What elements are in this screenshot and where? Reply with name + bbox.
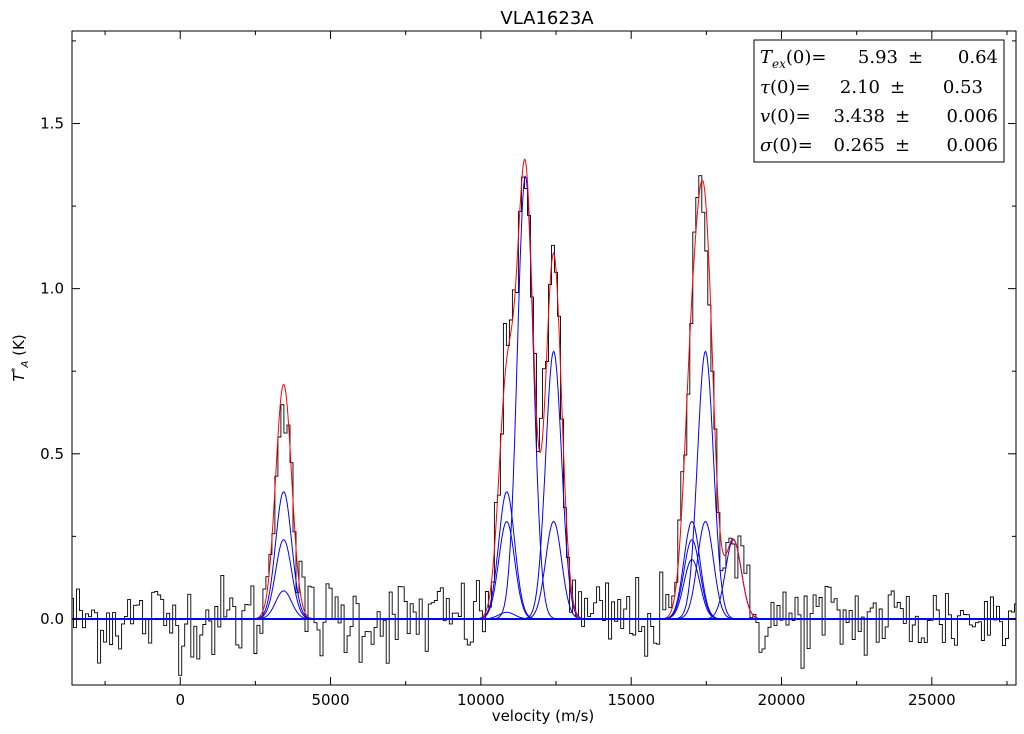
plot-frame: [71, 30, 1017, 686]
svg-text:±: ±: [895, 106, 910, 127]
fit-parameters-legend: Tex(0)= 5.93 ± 0.64 τ(0)= 2.10 ± 0.53 v(…: [753, 39, 1005, 163]
svg-text:±: ±: [895, 135, 910, 156]
x-tick-label: 25000: [908, 691, 956, 709]
legend-error: 0.53: [943, 77, 983, 98]
x-tick-label: 15000: [607, 691, 655, 709]
axis-ticks: 0 5000 10000 15000 20000 25000 0.0 0.5 1.0 1.5: [40, 31, 1016, 709]
y-tick-label: 0.5: [40, 445, 64, 463]
legend-row-sigma: σ(0)= 0.265 ± 0.006: [760, 135, 998, 156]
legend-error: 0.64: [958, 47, 998, 68]
svg-text:±: ±: [908, 47, 923, 68]
svg-text:Tex(0)=: Tex(0)=: [760, 47, 826, 71]
legend-row-tau: τ(0)= 2.10 ± 0.53: [760, 77, 983, 98]
y-tick-label: 1.0: [40, 280, 64, 298]
legend-value: 0.265: [833, 135, 885, 156]
svg-text:τ(0)=: τ(0)=: [760, 77, 811, 98]
x-tick-label: 20000: [758, 691, 806, 709]
x-tick-label: 10000: [457, 691, 505, 709]
plot-area: [72, 158, 1016, 676]
legend-error: 0.006: [946, 106, 998, 127]
chart-title: VLA1623A: [500, 8, 594, 29]
y-tick-label: 1.5: [40, 114, 64, 132]
x-tick-label: 5000: [311, 691, 349, 709]
svg-text:±: ±: [890, 77, 905, 98]
x-tick-label: 0: [175, 691, 185, 709]
svg-text:T*A (K): T*A (K): [10, 334, 31, 381]
svg-text:v(0)=: v(0)=: [760, 106, 811, 127]
x-axis-label: velocity (m/s): [492, 707, 595, 725]
legend-row-v: v(0)= 3.438 ± 0.006: [760, 106, 998, 127]
legend-row-tex: Tex(0)= 5.93 ± 0.64: [760, 47, 998, 71]
legend-value: 3.438: [833, 106, 885, 127]
svg-text:σ(0)=: σ(0)=: [760, 135, 813, 156]
legend-error: 0.006: [946, 135, 998, 156]
y-tick-label: 0.0: [40, 610, 64, 628]
legend-value: 5.93: [858, 47, 898, 68]
observed-spectrum-line: [72, 175, 1016, 676]
y-axis-label: T*A (K): [10, 334, 31, 381]
legend-value: 2.10: [840, 77, 880, 98]
